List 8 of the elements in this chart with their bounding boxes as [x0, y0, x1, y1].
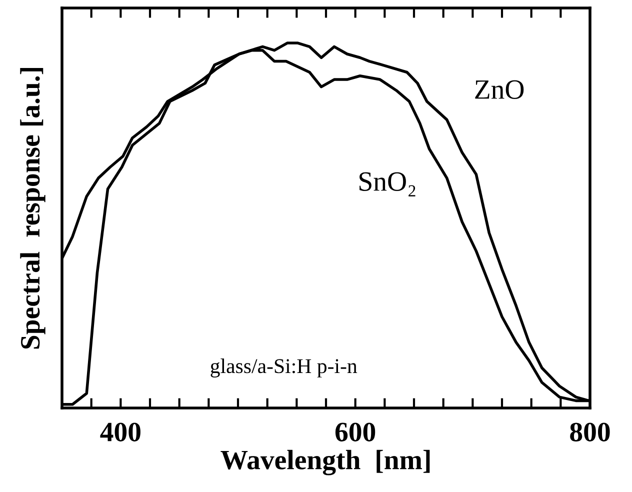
x-tick-label: 800 [570, 422, 610, 442]
y-axis-title: Spectral response [a.u.] [20, 68, 46, 349]
x-tick-label: 600 [335, 422, 376, 442]
x-tick-label: 400 [100, 422, 140, 442]
series-label: SnO₂ [360, 172, 416, 196]
annotation: glass/a-Si:H p-i-n [210, 358, 358, 378]
x-axis-title: Wavelength [nm] [220, 450, 430, 476]
series-label: ZnO [475, 80, 524, 99]
